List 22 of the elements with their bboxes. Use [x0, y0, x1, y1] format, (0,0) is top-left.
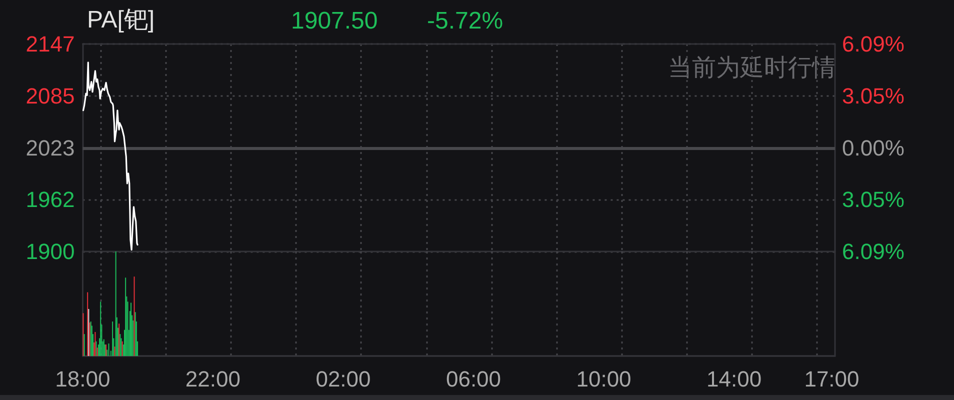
- line-series: [82, 62, 138, 251]
- x-tick-label: 14:00: [706, 366, 762, 392]
- chart-title: PA[钯]: [87, 6, 155, 34]
- y-tick-label: 1962: [26, 186, 75, 212]
- y2-tick-label: 3.05%: [842, 83, 904, 108]
- y2-tick-label: 0.00%: [842, 135, 904, 160]
- x-tick-label: 22:00: [185, 366, 240, 392]
- x-tick-label: 18:00: [55, 366, 110, 392]
- y2-tick-label: 3.05%: [842, 187, 904, 212]
- annotation: 当前为延时行情: [668, 54, 836, 82]
- x-tick-label: 10:00: [576, 366, 632, 392]
- y-tick-label: 2023: [26, 136, 75, 161]
- y-tick-label: 2147: [26, 32, 75, 56]
- x-tick-label: 06:00: [446, 366, 502, 392]
- y2-tick-label: 6.09%: [842, 239, 904, 264]
- y-tick-label: 2085: [26, 84, 75, 109]
- x-tick-label: 17:00: [804, 366, 860, 392]
- text: 1907.50: [291, 8, 378, 34]
- text: -5.72%: [427, 8, 504, 34]
- y2-tick-label: 6.09%: [842, 32, 904, 56]
- y-tick-label: 1900: [26, 239, 75, 264]
- x-tick-label: 02:00: [316, 366, 371, 392]
